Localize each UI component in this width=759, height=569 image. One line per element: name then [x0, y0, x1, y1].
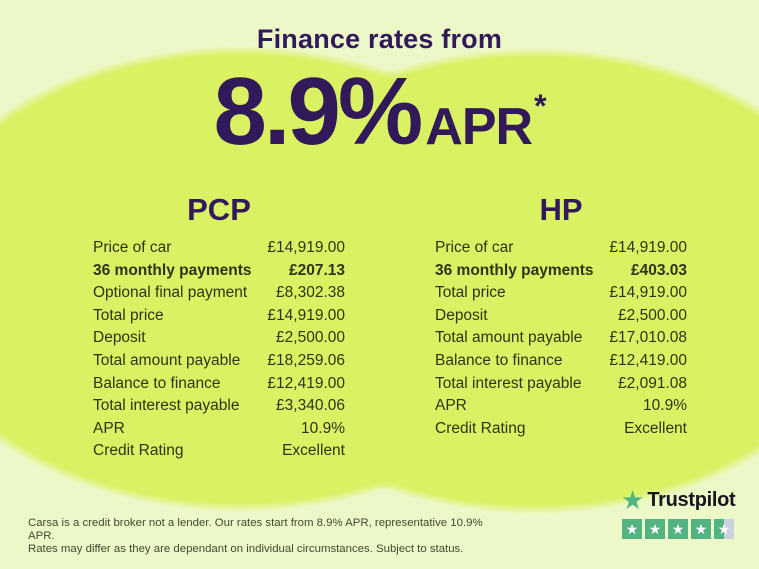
- table-row: Total interest payable £2,091.08: [435, 373, 687, 396]
- row-value: 10.9%: [301, 419, 345, 437]
- row-value: £17,010.08: [609, 329, 687, 347]
- background-circle-right: [195, 48, 759, 514]
- star-box-1: ★: [622, 519, 642, 539]
- table-row: Optional final payment £8,302.38: [93, 282, 345, 305]
- table-row: APR 10.9%: [435, 395, 687, 418]
- row-label: Total interest payable: [435, 374, 582, 392]
- row-value: £18,259.06: [267, 351, 345, 369]
- table-row: Credit Rating Excellent: [435, 418, 687, 441]
- pcp-heading: PCP: [187, 192, 251, 227]
- row-label: Total price: [93, 306, 164, 324]
- table-row: 36 monthly payments £403.03: [435, 260, 687, 283]
- row-value: £14,919.00: [609, 239, 687, 256]
- table-row: Total amount payable £17,010.08: [435, 327, 687, 350]
- star-icon: ★: [717, 521, 731, 537]
- disclaimer-line-2: Rates may differ as they are dependant o…: [28, 543, 464, 555]
- star-box-3: ★: [668, 519, 688, 539]
- headline-rate: 8.9% APR*: [0, 64, 759, 160]
- row-label: Deposit: [93, 329, 146, 347]
- row-value: £2,500.00: [618, 306, 687, 324]
- star-icon: ★: [671, 521, 685, 537]
- row-label: APR: [435, 397, 467, 415]
- table-row: Credit Rating Excellent: [93, 440, 345, 463]
- star-box-4: ★: [691, 519, 711, 539]
- row-value: £207.13: [288, 261, 345, 279]
- hp-table: HP Price of car £14,919.00 36 monthly pay…: [435, 192, 687, 440]
- table-row: APR 10.9%: [93, 418, 345, 441]
- row-value: £12,419.00: [267, 374, 345, 392]
- row-value: Excellent: [624, 419, 687, 437]
- row-label: 36 monthly payments: [435, 261, 594, 279]
- rate-value: 8.9%: [213, 58, 423, 165]
- row-value: 10.9%: [643, 397, 687, 415]
- row-label: Optional final payment: [93, 284, 248, 302]
- row-value: £8,302.38: [276, 284, 345, 302]
- apr-asterisk: *: [534, 88, 546, 124]
- star-icon: ★: [625, 521, 639, 537]
- row-label: Price of car: [435, 239, 514, 256]
- trustpilot-star-icon: ★: [621, 485, 645, 515]
- apr-label: APR*: [425, 90, 546, 156]
- hp-heading: HP: [539, 192, 583, 227]
- row-label: Credit Rating: [93, 442, 184, 460]
- row-value: £2,500.00: [276, 329, 345, 347]
- table-row: Deposit £2,500.00: [435, 305, 687, 328]
- table-row: Balance to finance £12,419.00: [435, 350, 687, 373]
- row-value: £14,919.00: [609, 284, 687, 302]
- row-label: Price of car: [93, 239, 172, 256]
- table-row: 36 monthly payments £207.13: [93, 260, 345, 283]
- pcp-table: PCP Price of car £14,919.00 36 monthly pa…: [93, 192, 345, 463]
- table-row: Balance to finance £12,419.00: [93, 373, 345, 396]
- table-row: Deposit £2,500.00: [93, 327, 345, 350]
- row-label: Deposit: [435, 306, 488, 324]
- table-row: Total amount payable £18,259.06: [93, 350, 345, 373]
- trustpilot-wordmark: Trustpilot: [647, 488, 736, 511]
- row-value: £403.03: [630, 261, 687, 279]
- hp-rows: Price of car £14,919.00 36 monthly paymen…: [435, 237, 687, 440]
- disclaimer: Carsa is a credit broker not a lender. O…: [28, 517, 488, 556]
- row-value: £14,919.00: [267, 306, 345, 324]
- trustpilot-logo: ★ Trustpilot: [621, 485, 736, 515]
- row-label: Balance to finance: [93, 374, 221, 392]
- table-row: Total price £14,919.00: [93, 305, 345, 328]
- row-label: Total interest payable: [93, 397, 240, 415]
- star-icon: ★: [694, 521, 708, 537]
- row-value: £2,091.08: [618, 374, 687, 392]
- pcp-rows: Price of car £14,919.00 36 monthly paymen…: [93, 237, 345, 463]
- star-icon: ★: [648, 521, 662, 537]
- star-box-5-half: ★: [714, 519, 734, 539]
- row-label: 36 monthly payments: [93, 261, 252, 279]
- table-row: Price of car £14,919.00: [435, 237, 687, 260]
- row-label: Balance to finance: [435, 351, 563, 369]
- row-value: £14,919.00: [267, 239, 345, 256]
- row-label: Credit Rating: [435, 419, 526, 437]
- table-row: Total interest payable £3,340.06: [93, 395, 345, 418]
- table-row: Price of car £14,919.00: [93, 237, 345, 260]
- row-label: Total amount payable: [93, 351, 241, 369]
- row-value: £3,340.06: [276, 397, 345, 415]
- trustpilot-widget: ★ Trustpilot ★ ★ ★ ★ ★: [621, 485, 736, 539]
- row-label: Total price: [435, 284, 506, 302]
- trustpilot-rating-stars: ★ ★ ★ ★ ★: [622, 519, 735, 539]
- disclaimer-line-1: Carsa is a credit broker not a lender. O…: [28, 517, 483, 542]
- row-label: Total amount payable: [435, 329, 583, 347]
- banner-title: Finance rates from: [256, 24, 503, 54]
- row-value: Excellent: [282, 442, 345, 460]
- star-box-2: ★: [645, 519, 665, 539]
- row-label: APR: [93, 419, 125, 437]
- apr-text: APR: [425, 98, 533, 156]
- table-row: Total price £14,919.00: [435, 282, 687, 305]
- row-value: £12,419.00: [609, 351, 687, 369]
